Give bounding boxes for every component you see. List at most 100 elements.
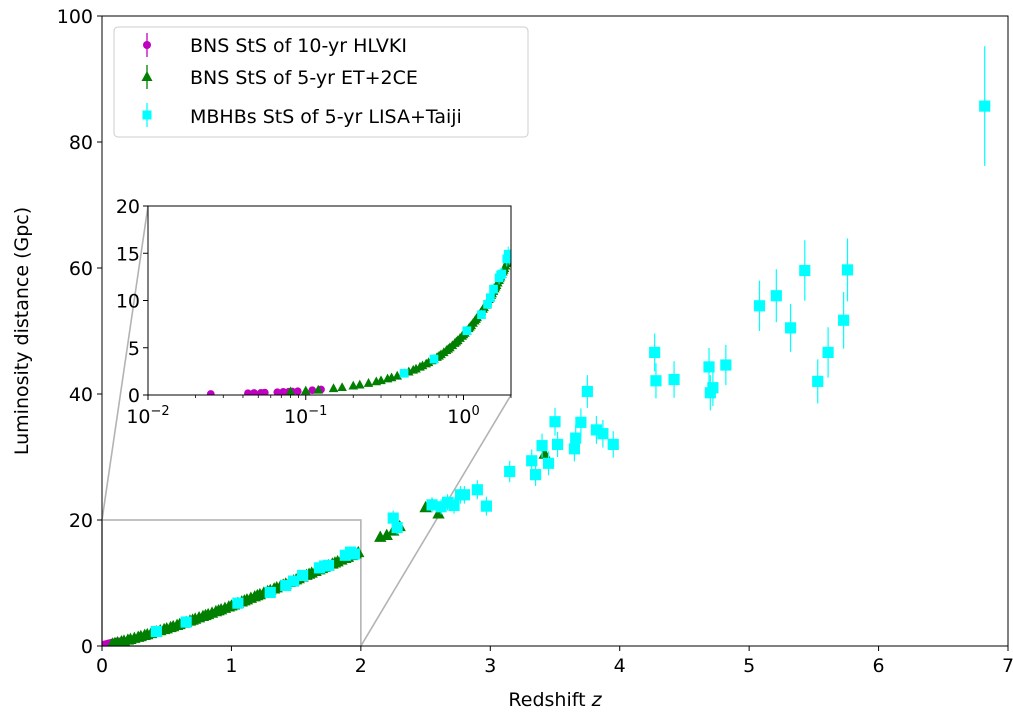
data-point-lisa-taiji xyxy=(526,449,538,473)
legend-frame xyxy=(113,26,529,138)
inset-point-et2ce xyxy=(392,370,403,380)
inset-point-hlvki xyxy=(250,389,258,395)
data-point-lisa-taiji xyxy=(180,616,192,628)
data-point-lisa-taiji xyxy=(552,431,564,457)
inset-point-et2ce xyxy=(363,378,374,387)
legend-label-et2ce: BNS StS of 5-yr ET+2CE xyxy=(190,67,418,89)
data-point-lisa-taiji xyxy=(426,497,438,513)
data-point-lisa-taiji xyxy=(435,499,447,515)
data-point-et2ce xyxy=(432,507,445,519)
data-point-lisa-taiji xyxy=(668,361,680,398)
y-tick-label: 80 xyxy=(69,132,93,154)
inset-data-points xyxy=(206,192,526,395)
data-point-lisa-taiji xyxy=(979,46,991,166)
main-axes-frame xyxy=(101,15,1009,647)
data-point-lisa-taiji xyxy=(703,348,715,386)
y-tick-label: 40 xyxy=(69,384,93,406)
data-point-lisa-taiji xyxy=(707,369,719,406)
inset-point-et2ce xyxy=(516,210,526,219)
zoom-region-box xyxy=(101,519,362,647)
inset-y-tick-label: 15 xyxy=(116,243,140,265)
inset-point-lisa-taiji xyxy=(462,326,472,336)
data-point-lisa-taiji xyxy=(536,433,548,458)
x-tick-label: 4 xyxy=(614,655,626,677)
data-point-lisa-taiji xyxy=(458,485,470,504)
inset-point-et2ce xyxy=(328,383,339,393)
data-point-lisa-taiji xyxy=(838,291,850,349)
inset-x-tick-label: 100 xyxy=(447,404,479,428)
inset-point-hlvki xyxy=(206,390,215,395)
legend-entry-et2ce: BNS StS of 5-yr ET+2CE xyxy=(141,65,418,89)
x-tick-label: 1 xyxy=(225,655,237,677)
x-tick-label: 2 xyxy=(355,655,367,677)
data-point-lisa-taiji xyxy=(753,280,766,331)
inset-x-tick-label: 10−1 xyxy=(284,404,327,428)
inset-point-hlvki xyxy=(244,389,252,395)
inset-point-lisa-taiji xyxy=(497,267,507,281)
data-point-lisa-taiji xyxy=(322,559,335,571)
inset-background xyxy=(148,206,511,395)
x-tick-label: 5 xyxy=(743,655,755,677)
y-tick-label: 60 xyxy=(69,258,93,280)
data-point-lisa-taiji xyxy=(530,463,542,486)
data-point-lisa-taiji xyxy=(822,327,834,378)
inset-point-et2ce xyxy=(313,384,324,394)
legend: BNS StS of 10-yr HLVKI BNS StS of 5-yr E… xyxy=(113,26,529,138)
inset-point-et2ce xyxy=(513,224,523,233)
data-point-lisa-taiji xyxy=(150,625,162,638)
inset-axis-ticks: 10−2 10−1 100 0 5 10 15 20 xyxy=(116,196,512,428)
data-point-et2ce xyxy=(380,528,393,540)
inset-point-lisa-taiji xyxy=(477,309,486,320)
x-tick-label: 7 xyxy=(1002,655,1013,677)
inset-point-lisa-taiji xyxy=(515,192,524,215)
inset-point-lisa-taiji xyxy=(516,207,525,228)
data-point-lisa-taiji xyxy=(348,548,360,560)
inset-point-lisa-taiji xyxy=(504,249,511,265)
data-point-lisa-taiji xyxy=(649,333,661,372)
inset-point-et2ce xyxy=(337,382,347,392)
inset-point-hlvki xyxy=(293,387,302,395)
data-point-lisa-taiji xyxy=(841,238,854,302)
inset-point-hlvki xyxy=(279,388,288,395)
inset-point-lisa-taiji xyxy=(429,354,439,364)
data-point-lisa-taiji xyxy=(597,419,609,448)
data-point-lisa-taiji xyxy=(264,586,276,599)
y-tick-label: 0 xyxy=(81,636,93,658)
data-point-lisa-taiji xyxy=(504,460,516,483)
data-point-lisa-taiji xyxy=(391,520,403,535)
inset-y-tick-label: 0 xyxy=(128,385,140,407)
data-point-lisa-taiji xyxy=(448,497,460,514)
data-point-lisa-taiji xyxy=(650,363,662,399)
inset-point-hlvki xyxy=(308,386,317,395)
legend-entry-lisa-taiji: MBHBs StS of 5-yr LISA+Taiji xyxy=(142,103,462,128)
inset-point-et2ce xyxy=(514,217,524,226)
inset-y-tick-label: 10 xyxy=(116,291,140,313)
legend-label-lisa-taiji: MBHBs StS of 5-yr LISA+Taiji xyxy=(190,106,462,128)
data-point-lisa-taiji xyxy=(581,375,593,408)
x-tick-label: 3 xyxy=(484,655,496,677)
inset-point-et2ce xyxy=(511,226,521,235)
inset-x-tick-label: 10−2 xyxy=(126,404,169,428)
y-axis-label: Luminosity distance (Gpc) xyxy=(11,207,33,455)
inset-point-hlvki xyxy=(260,388,269,395)
data-point-lisa-taiji xyxy=(575,408,587,437)
data-point-lisa-taiji xyxy=(784,303,797,352)
inset-point-lisa-taiji xyxy=(489,283,498,295)
data-point-lisa-taiji xyxy=(812,359,824,404)
inset-point-et2ce xyxy=(300,385,311,395)
data-point-lisa-taiji xyxy=(471,480,483,500)
data-point-lisa-taiji xyxy=(799,240,811,301)
inset-point-hlvki xyxy=(273,388,282,395)
main-data-points xyxy=(102,46,991,646)
inset-y-tick-label: 20 xyxy=(116,196,140,218)
data-point-lisa-taiji xyxy=(480,496,492,516)
legend-entry-hlvki: BNS StS of 10-yr HLVKI xyxy=(143,33,407,57)
y-tick-label: 20 xyxy=(69,510,93,532)
zoom-connector-line xyxy=(101,205,149,521)
zoom-connector-line xyxy=(360,394,512,647)
data-point-lisa-taiji xyxy=(607,431,619,458)
inset-point-lisa-taiji xyxy=(399,368,409,378)
inset-y-tick-label: 5 xyxy=(128,338,140,360)
legend-label-hlvki: BNS StS of 10-yr HLVKI xyxy=(190,35,407,57)
